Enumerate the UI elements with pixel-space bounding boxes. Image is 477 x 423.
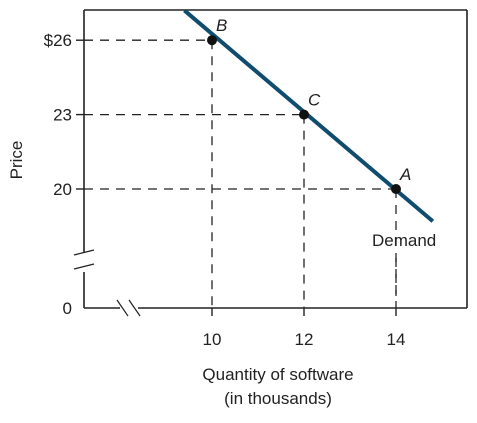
- y-tick-label-23: 23: [53, 106, 72, 125]
- point-C: [299, 109, 309, 120]
- point-A: [391, 184, 401, 194]
- point-label-C: C: [308, 91, 321, 110]
- guide-lines: [84, 39, 397, 308]
- x-axis-label-line1: Quantity of software: [202, 365, 353, 384]
- x-tick-label-14: 14: [387, 330, 406, 349]
- data-points: B C A: [207, 16, 411, 194]
- x-axis-break: [116, 299, 141, 317]
- series-label-demand: Demand: [372, 231, 436, 250]
- tick-labels: $26 23 20 10 12 14: [44, 31, 406, 349]
- y-axis-break: [73, 249, 95, 270]
- y-origin-label: 0: [63, 299, 72, 318]
- y-tick-label-26: $26: [44, 31, 72, 50]
- point-B: [207, 35, 217, 46]
- y-tick-label-20: 20: [53, 180, 72, 199]
- point-label-B: B: [216, 16, 227, 35]
- x-tick-label-10: 10: [203, 330, 222, 349]
- y-axis-label: Price: [7, 141, 26, 180]
- x-tick-label-12: 12: [295, 330, 314, 349]
- point-label-A: A: [399, 165, 411, 184]
- x-axis-label-line2: (in thousands): [224, 389, 332, 408]
- tick-marks: [76, 39, 397, 316]
